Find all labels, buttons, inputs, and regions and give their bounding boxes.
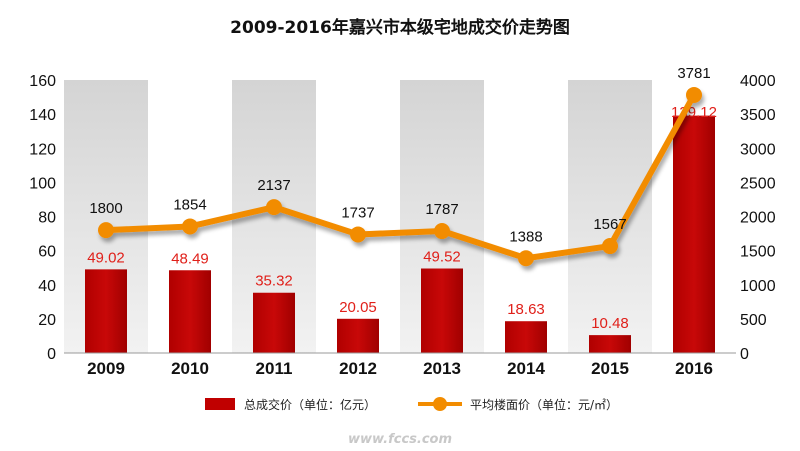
bar — [253, 292, 295, 353]
line-marker — [350, 226, 366, 243]
left-tick-label: 100 — [29, 175, 56, 192]
x-axis-categories: 2009 2010 2011 2012 2013 2014 2015 2016 — [87, 359, 713, 378]
line-path — [105, 93, 697, 262]
bar-data-label: 10.48 — [591, 315, 629, 332]
left-tick-label: 40 — [38, 278, 56, 295]
right-y-axis: 0 500 1000 1500 2000 2500 3000 3500 4000 — [740, 73, 776, 363]
line-data-label: 1854 — [173, 196, 206, 213]
line-marker — [434, 223, 450, 240]
legend-line-marker — [433, 397, 447, 411]
left-tick-label: 0 — [47, 346, 56, 363]
watermark: www.fccs.com — [348, 432, 452, 447]
left-tick-label: 120 — [29, 141, 56, 158]
line-marker — [518, 250, 534, 267]
line-series — [98, 86, 702, 267]
x-category-label: 2016 — [675, 359, 713, 378]
line-marker — [686, 86, 702, 103]
line-data-labels: 1800 1854 2137 1737 1787 1388 1567 3781 — [89, 65, 710, 245]
line-data-label: 1800 — [89, 200, 122, 217]
bar-data-label: 18.63 — [507, 301, 545, 318]
x-category-label: 2011 — [256, 359, 293, 378]
left-tick-label: 80 — [38, 210, 56, 227]
bar-data-label: 49.52 — [423, 249, 461, 266]
left-tick-label: 140 — [29, 107, 56, 124]
chart-title: 2009-2016年嘉兴市本级宅地成交价走势图 — [230, 17, 570, 38]
line-marker — [98, 222, 114, 239]
line-data-label: 1567 — [593, 216, 626, 233]
x-category-label: 2015 — [591, 359, 629, 378]
bar — [85, 269, 127, 353]
right-tick-label: 3000 — [740, 141, 776, 158]
line-data-label: 3781 — [677, 65, 710, 82]
right-tick-label: 1000 — [740, 278, 776, 295]
right-tick-label: 1500 — [740, 244, 776, 261]
left-y-axis: 0 20 40 60 80 100 120 140 160 — [29, 73, 56, 363]
bar — [589, 335, 631, 353]
left-tick-label: 60 — [38, 244, 56, 261]
x-category-label: 2014 — [507, 359, 545, 378]
legend: 总成交价（单位：亿元） 平均楼面价（单位：元/㎡） — [205, 397, 618, 412]
background-band — [568, 80, 652, 353]
left-tick-label: 20 — [38, 312, 56, 329]
bar-data-label: 35.32 — [255, 273, 293, 290]
line-marker — [182, 218, 198, 235]
legend-bar-swatch — [205, 398, 235, 410]
right-tick-label: 2500 — [740, 175, 776, 192]
x-category-label: 2009 — [87, 359, 125, 378]
left-tick-label: 160 — [29, 73, 56, 90]
bar — [673, 115, 715, 354]
legend-line-label: 平均楼面价（单位：元/㎡） — [470, 397, 618, 412]
right-tick-label: 500 — [740, 312, 767, 329]
line-marker — [266, 199, 282, 216]
bar — [169, 270, 211, 353]
bar-series — [85, 115, 715, 354]
right-tick-label: 0 — [740, 346, 749, 363]
right-tick-label: 4000 — [740, 73, 776, 90]
bar-data-label: 49.02 — [87, 249, 125, 266]
x-category-label: 2013 — [423, 359, 461, 378]
line-data-label: 2137 — [257, 177, 290, 194]
bar — [421, 268, 463, 353]
x-category-label: 2010 — [171, 359, 209, 378]
bar-data-label: 20.05 — [339, 299, 377, 316]
legend-bar-label: 总成交价（单位：亿元） — [244, 397, 376, 412]
right-tick-label: 2000 — [740, 210, 776, 227]
line-data-label: 1787 — [425, 201, 458, 218]
bar — [337, 318, 379, 353]
right-tick-label: 3500 — [740, 107, 776, 124]
x-category-label: 2012 — [339, 359, 377, 378]
line-data-label: 1388 — [509, 228, 542, 245]
bar-data-label: 48.49 — [171, 250, 209, 267]
bar — [505, 321, 547, 353]
line-marker — [602, 238, 618, 255]
line-data-label: 1737 — [341, 204, 374, 221]
